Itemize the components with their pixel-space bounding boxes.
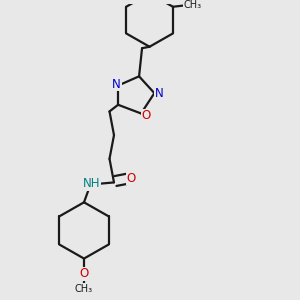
Text: NH: NH — [83, 178, 100, 190]
Text: O: O — [142, 109, 151, 122]
Text: N: N — [112, 78, 121, 91]
Text: CH₃: CH₃ — [75, 284, 93, 294]
Text: CH₃: CH₃ — [183, 0, 202, 10]
Text: N: N — [155, 87, 164, 100]
Text: O: O — [80, 268, 88, 281]
Text: O: O — [127, 172, 136, 184]
